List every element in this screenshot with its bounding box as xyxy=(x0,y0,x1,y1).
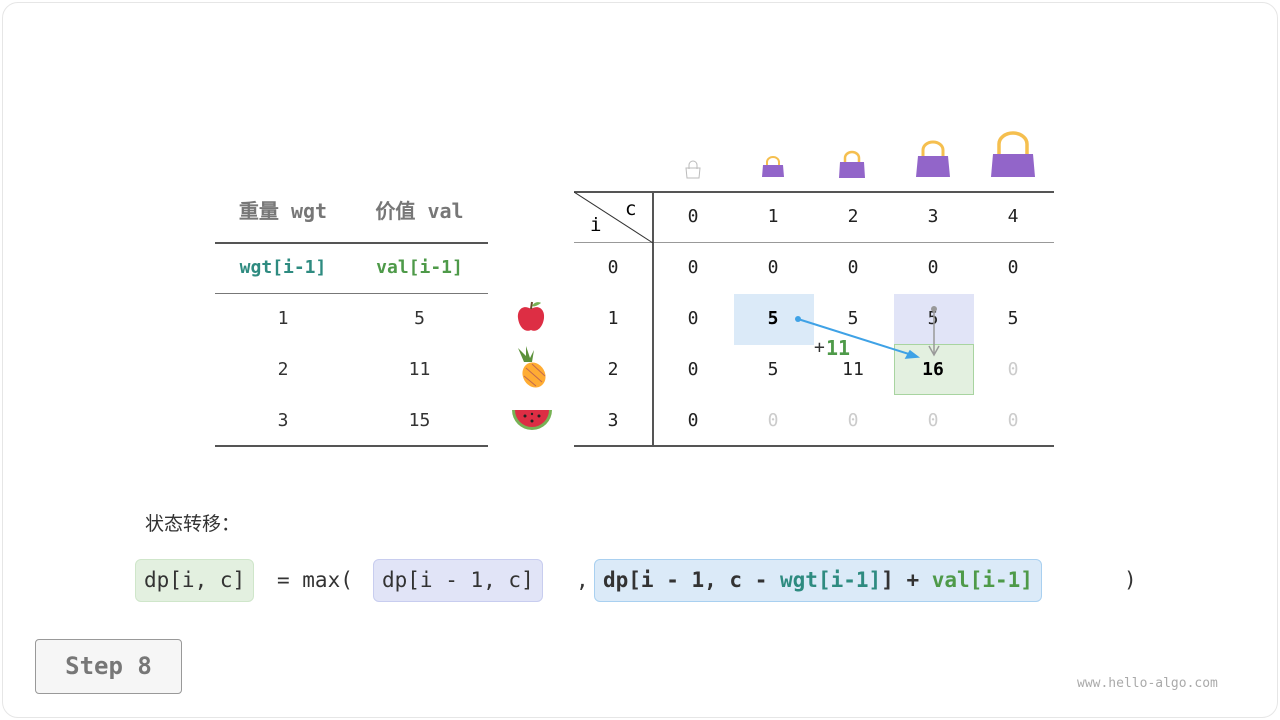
bag-capacity-3-icon xyxy=(916,140,950,177)
row-header: 2 xyxy=(607,359,619,380)
divider xyxy=(215,293,488,294)
row-header: 0 xyxy=(607,257,619,278)
dp-cell-target: 16 xyxy=(922,359,944,380)
col-header: 4 xyxy=(1007,206,1019,227)
formula-comma: , xyxy=(576,568,589,592)
formula-arg1: dp[i - 1, c] xyxy=(373,559,543,602)
arg2-val: val[i-1] xyxy=(931,568,1033,592)
dp-cell: 0 xyxy=(687,257,699,278)
header-value: 价值 val xyxy=(375,199,464,223)
formula-max: = max( xyxy=(277,568,353,592)
val-cell: 11 xyxy=(408,359,431,380)
header-weight: 重量 wgt xyxy=(238,199,328,223)
corner-diagonal xyxy=(574,192,654,243)
col-header: 2 xyxy=(847,206,859,227)
dp-cell-empty: 0 xyxy=(1007,359,1019,380)
dp-cell: 11 xyxy=(842,359,864,380)
apple-icon xyxy=(517,301,545,331)
wgt-cell: 1 xyxy=(277,308,289,329)
divider xyxy=(215,445,488,447)
dp-cell-source: 5 xyxy=(767,308,779,329)
formula-close: ) xyxy=(1124,568,1137,592)
divider xyxy=(574,445,1054,447)
bag-capacity-2-icon xyxy=(839,150,865,178)
dp-cell: 5 xyxy=(927,308,939,329)
added-value: 11 xyxy=(826,336,851,360)
plus-sign: + xyxy=(814,337,825,358)
dp-cell: 0 xyxy=(927,257,939,278)
arg2-part: dp[i - 1, c - xyxy=(603,568,781,592)
subheader-val: val[i-1] xyxy=(376,257,463,278)
col-header: 3 xyxy=(927,206,939,227)
divider xyxy=(215,242,488,244)
step-button[interactable]: Step 8 xyxy=(35,639,182,694)
bag-capacity-1-icon xyxy=(762,156,784,177)
row-header: 3 xyxy=(607,410,619,431)
dp-cell: 0 xyxy=(687,359,699,380)
dp-cell: 0 xyxy=(687,308,699,329)
dp-cell: 0 xyxy=(767,257,779,278)
bag-capacity-0-icon xyxy=(685,160,701,179)
val-cell: 5 xyxy=(414,308,425,329)
dp-cell-empty: 0 xyxy=(767,410,779,431)
watermark: www.hello-algo.com xyxy=(1077,676,1218,691)
dp-cell: 5 xyxy=(847,308,859,329)
wgt-cell: 2 xyxy=(277,359,289,380)
formula-label: 状态转移： xyxy=(145,513,241,535)
dp-cell: 0 xyxy=(847,257,859,278)
formula-arg2: dp[i - 1, c - wgt[i-1]] + val[i-1] xyxy=(594,559,1042,602)
bag-capacity-4-icon xyxy=(991,131,1035,177)
divider xyxy=(652,192,654,446)
divider xyxy=(574,191,1054,193)
arg2-part: ] + xyxy=(881,568,932,592)
corner-col-label: c xyxy=(625,198,637,220)
val-cell: 15 xyxy=(408,410,431,431)
corner-row-label: i xyxy=(590,214,602,236)
dp-cell: 5 xyxy=(767,359,779,380)
watermelon-icon xyxy=(512,410,552,430)
subheader-wgt: wgt[i-1] xyxy=(239,257,327,278)
pineapple-icon xyxy=(518,346,546,388)
wgt-cell: 3 xyxy=(277,410,289,431)
divider xyxy=(574,242,1054,243)
col-header: 0 xyxy=(687,206,699,227)
dp-cell-empty: 0 xyxy=(1007,410,1019,431)
dp-cell-empty: 0 xyxy=(927,410,939,431)
dp-cell: 5 xyxy=(1007,308,1019,329)
dp-cell-empty: 0 xyxy=(847,410,859,431)
row-header: 1 xyxy=(607,308,619,329)
arg2-wgt: wgt[i-1] xyxy=(780,568,882,592)
dp-cell: 0 xyxy=(1007,257,1019,278)
col-header: 1 xyxy=(767,206,779,227)
formula-lhs: dp[i, c] xyxy=(135,559,255,602)
dp-cell: 0 xyxy=(687,410,699,431)
